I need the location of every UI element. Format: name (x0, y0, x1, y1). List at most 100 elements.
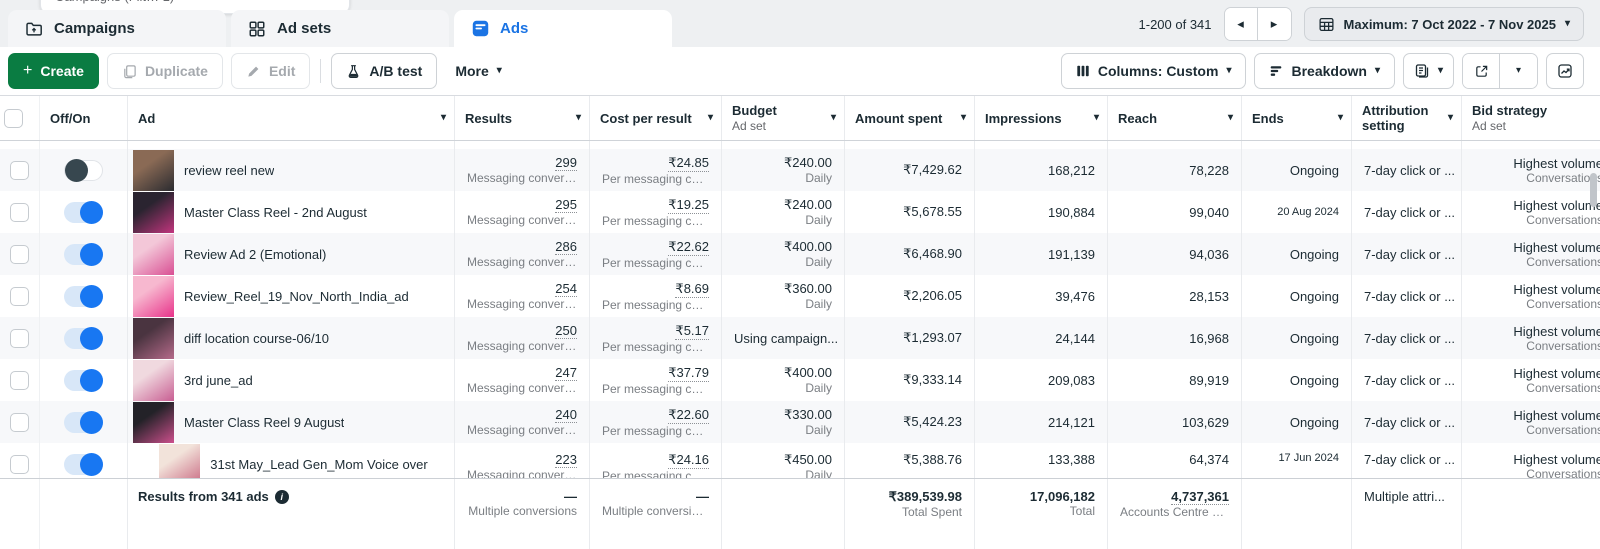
row-checkbox[interactable] (10, 160, 29, 180)
info-icon[interactable]: i (274, 490, 289, 504)
cost-per-result-value[interactable]: ₹24.85 (668, 154, 709, 172)
ad-toggle[interactable] (64, 242, 103, 266)
header-amount-spent[interactable]: Amount spent ▾ (845, 96, 975, 140)
select-all-checkbox[interactable] (4, 108, 23, 128)
ad-thumbnail[interactable] (133, 149, 174, 191)
ad-name-link[interactable]: Review Ad 2 (Emotional) (184, 246, 327, 262)
ad-toggle[interactable] (64, 158, 103, 182)
ad-thumbnail[interactable] (133, 317, 174, 359)
header-bid-strategy[interactable]: Bid strategy Ad set (1462, 96, 1600, 140)
header-reach[interactable]: Reach ▾ (1108, 96, 1242, 140)
ad-toggle[interactable] (64, 452, 103, 476)
ad-name-link[interactable]: Review_Reel_19_Nov_North_India_ad (184, 288, 409, 304)
ad-name-link[interactable]: diff location course-06/10 (184, 330, 330, 346)
ad-toggle[interactable] (64, 200, 103, 224)
footer-reach-total[interactable]: 4,737,361 (1171, 489, 1229, 505)
plus-icon: + (23, 62, 33, 79)
table-row: diff location course-06/10 250 Messaging … (0, 317, 1600, 359)
tab-campaigns-label: Campaigns (54, 20, 135, 37)
row-checkbox[interactable] (10, 370, 29, 390)
ad-thumbnail[interactable] (133, 359, 174, 401)
row-checkbox[interactable] (10, 412, 29, 432)
ad-name-link[interactable]: 3rd june_ad (184, 372, 253, 388)
cost-per-result-value[interactable]: ₹5.17 (675, 322, 709, 340)
date-range-picker[interactable]: Maximum: 7 Oct 2022 - 7 Nov 2025 ▾ (1303, 7, 1584, 41)
cost-per-result-value[interactable]: ₹19.25 (668, 196, 709, 214)
row-checkbox[interactable] (10, 202, 29, 222)
vertical-scrollbar-thumb[interactable] (1590, 173, 1597, 207)
results-value[interactable]: 223 (555, 452, 577, 468)
flask-icon (346, 64, 361, 79)
breakdown-button[interactable]: Breakdown ▾ (1254, 53, 1395, 89)
edit-button[interactable]: Edit (230, 53, 311, 89)
impressions-value: 191,139 (1048, 246, 1095, 262)
cost-per-result-value[interactable]: ₹8.69 (675, 280, 709, 298)
cost-per-result-value[interactable]: ₹22.60 (668, 406, 709, 424)
row-checkbox[interactable] (10, 286, 29, 306)
cost-per-result-value[interactable]: ₹22.62 (668, 238, 709, 256)
export-button[interactable] (1463, 54, 1500, 88)
prev-page-button[interactable]: ◂ (1224, 8, 1258, 40)
next-page-button[interactable]: ▸ (1257, 8, 1291, 40)
header-results[interactable]: Results ▾ (455, 96, 590, 140)
cost-per-result-value[interactable]: ₹24.16 (668, 452, 709, 469)
amount-spent-value: ₹9,333.14 (903, 372, 962, 387)
results-value[interactable]: 295 (555, 197, 577, 213)
ad-toggle[interactable] (64, 410, 103, 434)
duplicate-button[interactable]: Duplicate (106, 53, 223, 89)
header-ends[interactable]: Ends ▾ (1242, 96, 1352, 140)
ad-name-link[interactable]: 31st May_Lead Gen_Mom Voice over (210, 456, 428, 472)
ends-value: Ongoing (1289, 246, 1339, 262)
bid-strategy-value: Highest volume (1513, 197, 1600, 213)
pagination-range: 1-200 of 341 (1138, 16, 1212, 32)
charts-button[interactable] (1546, 53, 1584, 89)
ad-thumbnail[interactable] (133, 191, 174, 233)
ad-name-link[interactable]: review reel new (184, 162, 275, 178)
create-button[interactable]: + Create (8, 53, 99, 89)
results-value[interactable]: 299 (555, 155, 577, 171)
create-button-label: Create (40, 63, 84, 79)
columns-icon (1076, 64, 1090, 78)
header-off-on: Off/On (40, 96, 128, 140)
ad-toggle[interactable] (64, 368, 103, 392)
ad-name-link[interactable]: Master Class Reel 9 August (184, 414, 345, 430)
columns-button[interactable]: Columns: Custom ▾ (1060, 53, 1247, 89)
ends-value: 17 Jun 2024 (1278, 452, 1339, 464)
header-attribution-setting[interactable]: Attribution setting ▾ (1352, 96, 1462, 140)
attribution-value: 7-day click or ... (1364, 330, 1456, 346)
export-options-button[interactable]: ▾ (1500, 54, 1537, 88)
table-row: Review_Reel_19_Nov_North_India_ad 254 Mes… (0, 275, 1600, 317)
header-impressions[interactable]: Impressions ▾ (975, 96, 1108, 140)
tab-campaigns[interactable]: Campaigns (8, 10, 226, 47)
results-value[interactable]: 254 (555, 281, 577, 297)
header-ad[interactable]: Ad ▾ (128, 96, 455, 140)
row-checkbox[interactable] (10, 244, 29, 264)
results-value[interactable]: 240 (555, 407, 577, 423)
columns-button-label: Columns: Custom (1097, 63, 1219, 79)
ad-toggle[interactable] (64, 284, 103, 308)
attribution-value: 7-day click or ... (1364, 288, 1456, 304)
more-button[interactable]: More ▾ (445, 53, 512, 89)
ad-thumbnail[interactable] (133, 401, 174, 443)
tab-ads[interactable]: Ads (454, 10, 672, 47)
results-value[interactable]: 250 (555, 323, 577, 339)
reports-button[interactable]: ▾ (1402, 53, 1454, 89)
header-cost-per-result[interactable]: Cost per result ▾ (590, 96, 722, 140)
ad-thumbnail[interactable] (133, 275, 174, 317)
row-checkbox[interactable] (10, 328, 29, 348)
row-checkbox[interactable] (10, 454, 29, 474)
ad-toggle[interactable] (64, 326, 103, 350)
ab-test-button[interactable]: A/B test (331, 53, 438, 89)
budget-value: Using campaign... (734, 330, 839, 346)
header-budget[interactable]: Budget Ad set ▾ (722, 96, 845, 140)
ad-thumbnail[interactable] (133, 233, 174, 275)
table-row: 31st May_Lead Gen_Mom Voice over 223 Mess… (0, 443, 1600, 478)
results-value[interactable]: 247 (555, 365, 577, 381)
tab-ad-sets[interactable]: Ad sets (231, 10, 449, 47)
chevron-down-icon: ▾ (707, 112, 713, 123)
ad-thumbnail[interactable] (159, 443, 201, 478)
budget-value: ₹360.00 (783, 281, 832, 296)
results-value[interactable]: 286 (555, 239, 577, 255)
cost-per-result-value[interactable]: ₹37.79 (668, 364, 709, 382)
ad-name-link[interactable]: Master Class Reel - 2nd August (184, 204, 367, 220)
